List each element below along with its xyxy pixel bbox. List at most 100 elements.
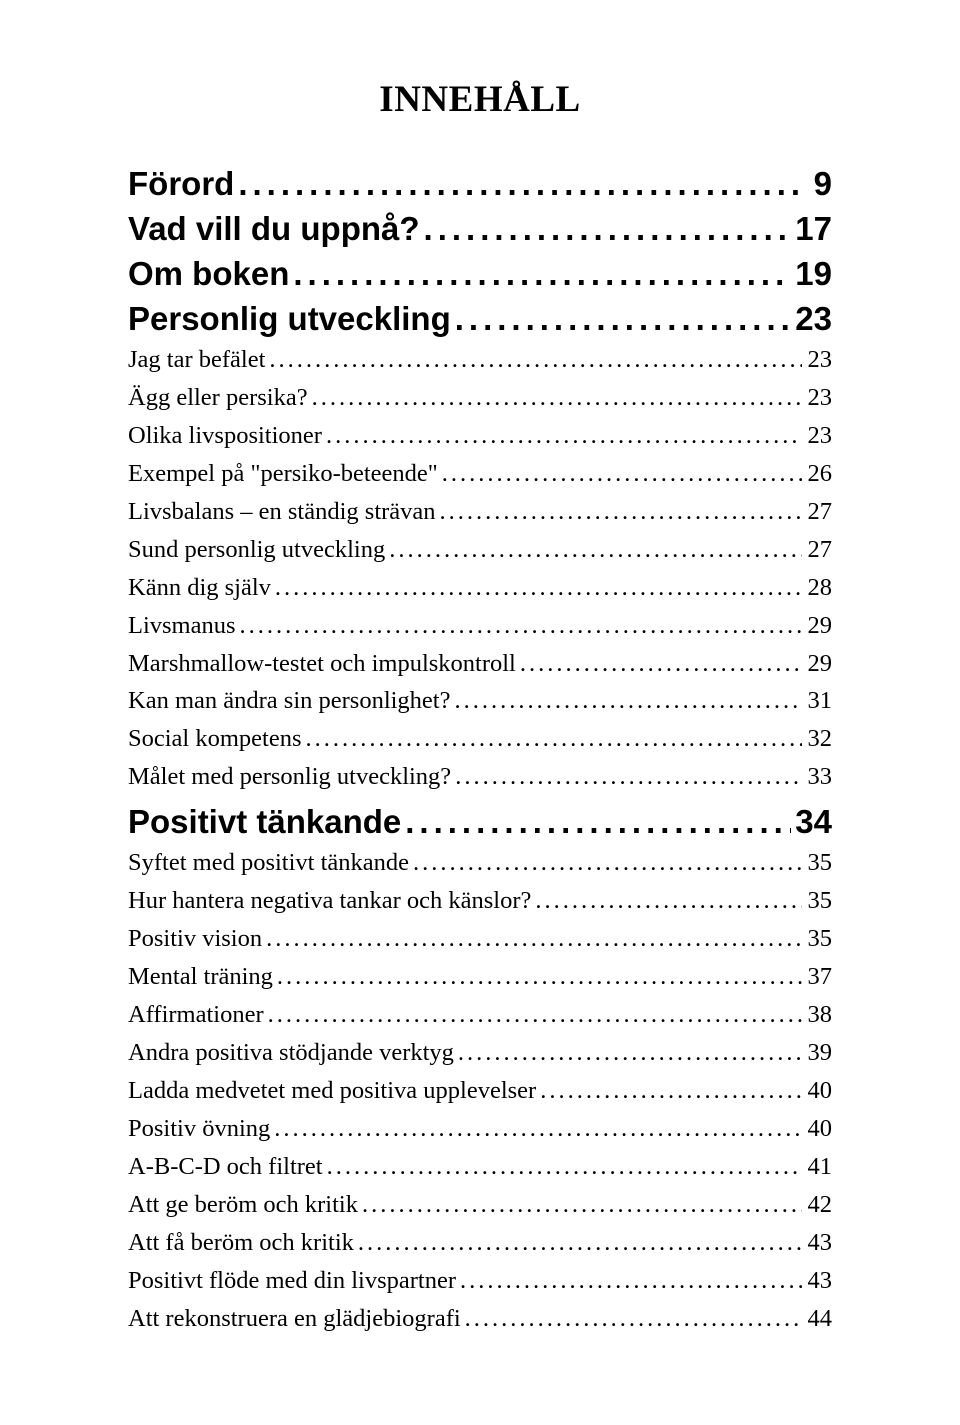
toc-leader-dots (424, 210, 792, 248)
toc-entry-page: 32 (806, 720, 832, 758)
toc-entry-label: Exempel på "persiko-beteende" (128, 455, 438, 493)
toc-entry: Känn dig själv 28 (128, 569, 832, 607)
toc-entry-label: Jag tar befälet (128, 341, 265, 379)
toc-leader-dots (465, 1300, 802, 1338)
toc-entry: Marshmallow-testet och impulskontroll 29 (128, 645, 832, 683)
toc-entry-page: 37 (806, 958, 832, 996)
toc-leader-dots (458, 1034, 802, 1072)
toc-leader-dots (277, 958, 802, 996)
toc-entry-page: 23 (806, 341, 832, 379)
toc-entry-label: Kan man ändra sin personlighet? (128, 682, 450, 720)
toc-entry-label: Personlig utveckling (128, 300, 451, 338)
toc-entry-label: Hur hantera negativa tankar och känslor? (128, 882, 531, 920)
toc-entry-label: Målet med personlig utveckling? (128, 758, 451, 796)
toc-entry: Att ge beröm och kritik 42 (128, 1186, 832, 1224)
toc-entry-label: Positivt flöde med din livspartner (128, 1262, 456, 1300)
toc-entry-page: 27 (806, 531, 832, 569)
toc-leader-dots (442, 455, 802, 493)
toc-entry: Kan man ändra sin personlighet? 31 (128, 682, 832, 720)
toc-leader-dots (362, 1186, 802, 1224)
toc-leader-dots (312, 379, 802, 417)
toc-entry-label: Ägg eller persika? (128, 379, 308, 417)
toc-entry-page: 9 (806, 165, 832, 203)
toc-entry-page: 23 (795, 300, 832, 338)
toc-entry: Affirmationer38 (128, 996, 832, 1034)
toc-entry-page: 43 (806, 1262, 832, 1300)
toc-entry-page: 35 (806, 920, 832, 958)
toc-entry: Syftet med positivt tänkande 35 (128, 844, 832, 882)
toc-leader-dots (460, 1262, 802, 1300)
toc-entry: Jag tar befälet 23 (128, 341, 832, 379)
toc-entry-page: 29 (806, 607, 832, 645)
toc-entry-label: Ladda medvetet med positiva upplevelser (128, 1072, 536, 1110)
toc-leader-dots (535, 882, 802, 920)
toc-leader-dots (275, 569, 802, 607)
toc-entry-label: Positiv vision (128, 920, 262, 958)
toc-entry: Andra positiva stödjande verktyg 39 (128, 1034, 832, 1072)
toc-leader-dots (520, 645, 802, 683)
toc-entry-label: Positivt tänkande (128, 803, 401, 841)
toc-entry: Sund personlig utveckling27 (128, 531, 832, 569)
toc-entry-label: Positiv övning (128, 1110, 270, 1148)
toc-entry: Olika livspositioner23 (128, 417, 832, 455)
toc-entry-label: Att ge beröm och kritik (128, 1186, 358, 1224)
toc-entry-page: 42 (806, 1186, 832, 1224)
toc-entry: Positiv vision 35 (128, 920, 832, 958)
toc-entry-label: Mental träning (128, 958, 273, 996)
toc-entry: Positiv övning 40 (128, 1110, 832, 1148)
toc-entry-label: Vad vill du uppnå? (128, 210, 420, 248)
toc-entry-page: 27 (806, 493, 832, 531)
toc-leader-dots (326, 417, 802, 455)
toc-leader-dots (389, 531, 802, 569)
toc-entry: Positivt flöde med din livspartner 43 (128, 1262, 832, 1300)
toc-entry-page: 31 (806, 682, 832, 720)
toc-entry-page: 40 (806, 1110, 832, 1148)
toc-entry-label: Att rekonstruera en glädjebiografi (128, 1300, 461, 1338)
toc-entry: Mental träning 37 (128, 958, 832, 996)
toc-leader-dots (266, 920, 802, 958)
toc-entry-page: 17 (795, 210, 832, 248)
toc-entry-page: 38 (806, 996, 832, 1034)
toc-entry: Att få beröm och kritik 43 (128, 1224, 832, 1262)
toc-entry-label: Om boken (128, 255, 289, 293)
toc-entry: Att rekonstruera en glädjebiografi44 (128, 1300, 832, 1338)
toc-entry-page: 35 (806, 844, 832, 882)
toc-leader-dots (268, 996, 802, 1034)
toc-leader-dots (455, 300, 792, 338)
toc-entry: Livsmanus 29 (128, 607, 832, 645)
toc-entry-label: Olika livspositioner (128, 417, 322, 455)
toc-entry-label: Social kompetens (128, 720, 302, 758)
toc-entry: Livsbalans – en ständig strävan27 (128, 493, 832, 531)
toc-entry-page: 23 (806, 379, 832, 417)
toc-title: INNEHÅLL (128, 78, 832, 121)
toc-entry-page: 19 (795, 255, 832, 293)
toc-entry-label: Syftet med positivt tänkande (128, 844, 409, 882)
toc-entry-label: Andra positiva stödjande verktyg (128, 1034, 454, 1072)
toc-entry-page: 29 (806, 645, 832, 683)
toc-section-heading: Om boken 19 (128, 255, 832, 293)
toc-entry-label: Livsmanus (128, 607, 236, 645)
toc-section-heading: Personlig utveckling 23 (128, 300, 832, 338)
toc-entry-label: Marshmallow-testet och impulskontroll (128, 645, 516, 683)
toc-entry-page: 43 (806, 1224, 832, 1262)
toc-leader-dots (306, 720, 802, 758)
toc-leader-dots (455, 758, 802, 796)
toc-leader-dots (269, 341, 802, 379)
toc-entry-page: 28 (806, 569, 832, 607)
toc-entry-label: Känn dig själv (128, 569, 271, 607)
toc-leader-dots (540, 1072, 802, 1110)
toc-leader-dots (238, 165, 802, 203)
toc-entry: Hur hantera negativa tankar och känslor?… (128, 882, 832, 920)
toc-leader-dots (413, 844, 802, 882)
toc-entry-page: 34 (795, 803, 832, 841)
toc-leader-dots (454, 682, 802, 720)
toc-entry: Social kompetens 32 (128, 720, 832, 758)
toc-leader-dots (240, 607, 802, 645)
toc-entry-label: Att få beröm och kritik (128, 1224, 354, 1262)
toc-entry-page: 39 (806, 1034, 832, 1072)
toc-section-heading: Positivt tänkande 34 (128, 803, 832, 841)
toc-entry: Ladda medvetet med positiva upplevelser4… (128, 1072, 832, 1110)
toc-entry-page: 35 (806, 882, 832, 920)
toc-leader-dots (274, 1110, 802, 1148)
toc-section-heading: Förord9 (128, 165, 832, 203)
